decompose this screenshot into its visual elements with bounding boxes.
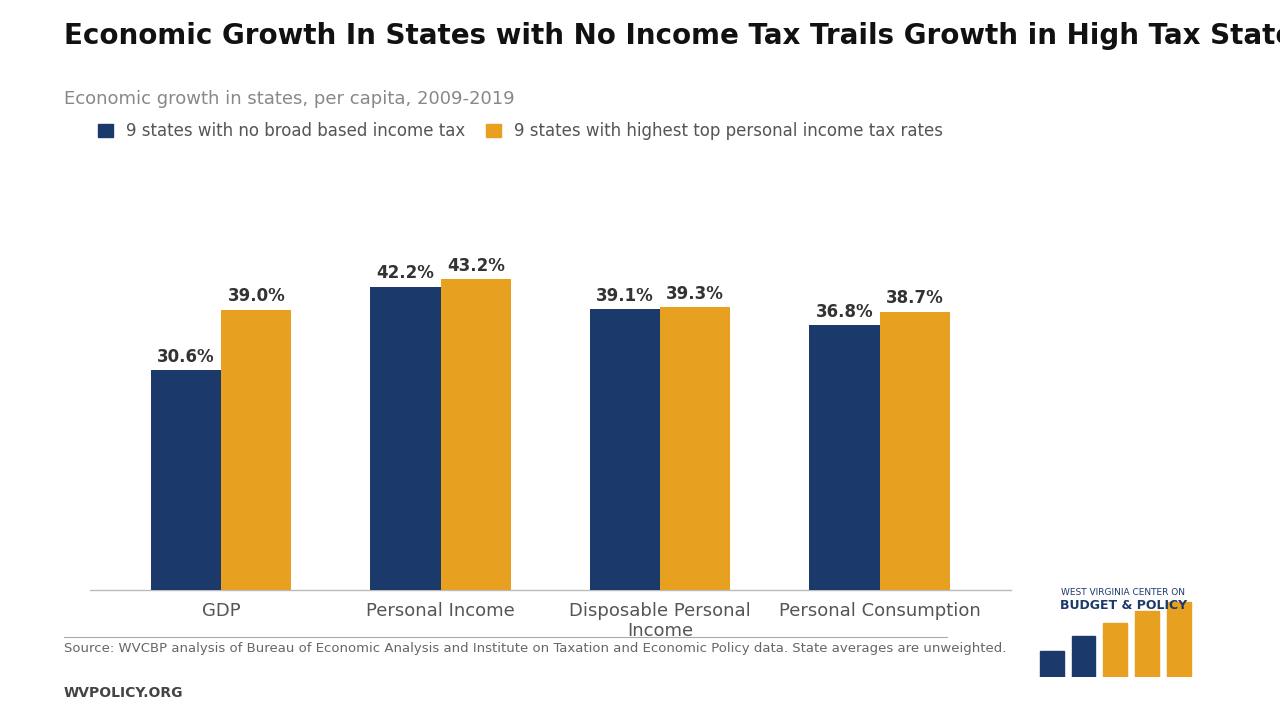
Text: 30.6%: 30.6% bbox=[157, 348, 215, 366]
Bar bbox=[221, 310, 292, 590]
Bar bbox=[1167, 602, 1190, 677]
Bar bbox=[1135, 611, 1158, 677]
Bar bbox=[809, 325, 879, 590]
Text: BUDGET & POLICY: BUDGET & POLICY bbox=[1060, 599, 1187, 612]
Bar bbox=[590, 309, 660, 590]
Text: 38.7%: 38.7% bbox=[886, 289, 943, 307]
Text: 39.0%: 39.0% bbox=[228, 287, 285, 305]
Bar bbox=[151, 370, 221, 590]
Text: WVPOLICY.ORG: WVPOLICY.ORG bbox=[64, 686, 183, 700]
Text: 39.3%: 39.3% bbox=[667, 285, 724, 303]
Bar bbox=[1039, 651, 1064, 677]
Legend: 9 states with no broad based income tax, 9 states with highest top personal inco: 9 states with no broad based income tax,… bbox=[99, 122, 943, 140]
Text: Source: WVCBP analysis of Bureau of Economic Analysis and Institute on Taxation : Source: WVCBP analysis of Bureau of Econ… bbox=[64, 642, 1006, 655]
Text: 42.2%: 42.2% bbox=[376, 264, 434, 282]
Bar bbox=[1103, 623, 1128, 677]
Bar bbox=[440, 279, 511, 590]
Text: WEST VIRGINIA CENTER ON: WEST VIRGINIA CENTER ON bbox=[1061, 588, 1185, 598]
Bar bbox=[1071, 636, 1096, 677]
Bar bbox=[370, 287, 440, 590]
Bar bbox=[660, 307, 731, 590]
Text: Economic Growth In States with No Income Tax Trails Growth in High Tax States: Economic Growth In States with No Income… bbox=[64, 22, 1280, 50]
Text: 36.8%: 36.8% bbox=[815, 303, 873, 321]
Text: Economic growth in states, per capita, 2009-2019: Economic growth in states, per capita, 2… bbox=[64, 90, 515, 108]
Bar bbox=[879, 312, 950, 590]
Text: 39.1%: 39.1% bbox=[596, 287, 654, 305]
Text: 43.2%: 43.2% bbox=[447, 257, 504, 275]
